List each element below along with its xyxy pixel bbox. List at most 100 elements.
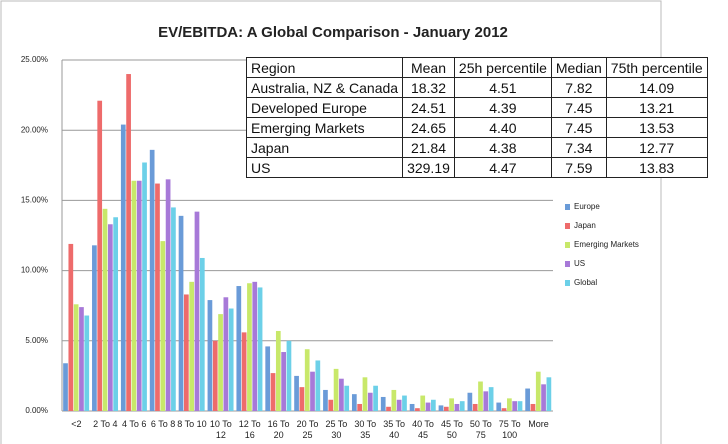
bar [449, 398, 454, 411]
bar [252, 281, 258, 411]
bar [73, 304, 79, 411]
legend-label: Emerging Markets [574, 240, 639, 249]
table-cell: 329.19 [402, 157, 455, 178]
y-tick-label: 20.00% [21, 125, 48, 134]
table-cell: 4.38 [453, 137, 552, 158]
table-cell: 4.40 [453, 117, 552, 138]
column-header: Mean [402, 57, 455, 78]
table-cell: Australia, NZ & Canada [245, 77, 404, 98]
table-cell: 14.09 [605, 77, 708, 98]
x-tick-label: 16 To 20 [267, 419, 290, 440]
table-cell: 24.65 [402, 117, 455, 138]
bar [472, 403, 478, 411]
y-tick-label: 25.00% [21, 55, 48, 64]
legend-swatch [565, 242, 570, 248]
bar [380, 396, 386, 411]
bar [212, 340, 218, 411]
bar [396, 399, 402, 411]
bar [257, 287, 263, 411]
bar [420, 395, 426, 411]
x-tick-label: 40 To 45 [412, 419, 434, 440]
legend-swatch [565, 261, 570, 267]
column-header: 25h percentile [453, 57, 552, 78]
bar [333, 368, 339, 411]
x-tick-label: <2 [71, 419, 82, 429]
bar [223, 297, 229, 411]
bar [126, 74, 131, 411]
x-tick-label: 12 To 16 [238, 419, 261, 440]
column-header: 75th percentile [605, 57, 708, 78]
legend-swatch [565, 280, 570, 286]
bar [517, 401, 523, 411]
bar [386, 406, 391, 411]
table-cell: 13.21 [605, 97, 708, 118]
bar [247, 283, 252, 411]
bar [425, 402, 431, 411]
x-tick-label: 10 To 12 [209, 419, 232, 440]
bar [265, 346, 271, 411]
x-tick-label: 50 To 75 [469, 419, 492, 440]
bar [189, 281, 195, 411]
bar [438, 405, 444, 411]
x-tick-label: 75 To 100 [498, 419, 521, 440]
bar [194, 211, 200, 411]
bar [160, 241, 166, 411]
legend-label: Europe [574, 202, 600, 211]
y-tick-label: 15.00% [21, 196, 48, 205]
table-cell: 7.34 [550, 137, 607, 158]
table-row: Emerging Markets 24.65 4.40 7.45 13.53 [245, 117, 708, 138]
legend-swatch [565, 223, 570, 229]
bar [483, 391, 489, 411]
bar [270, 373, 276, 411]
bar [546, 377, 552, 411]
table-cell: 7.45 [550, 117, 607, 138]
column-header: Region [245, 57, 404, 78]
bar [286, 340, 292, 411]
bar [488, 387, 494, 411]
bar [357, 403, 363, 411]
bar [409, 403, 415, 411]
column-header: Median [550, 57, 607, 78]
bar [501, 408, 507, 411]
bar [171, 207, 176, 411]
bar [507, 398, 512, 411]
bar [218, 314, 223, 411]
table-cell: Emerging Markets [245, 117, 404, 138]
bar [443, 406, 449, 411]
x-tick-label: 20 To 25 [296, 419, 319, 440]
table-cell: Developed Europe [245, 97, 404, 118]
bar [328, 399, 334, 411]
bar [525, 388, 530, 411]
bar [415, 408, 420, 411]
table-cell: 18.32 [402, 77, 455, 98]
bar [299, 387, 305, 411]
bar [68, 243, 74, 411]
x-tick-label: 35 To 40 [383, 419, 406, 440]
bar [142, 162, 147, 411]
bar [207, 300, 213, 411]
bar [496, 402, 502, 411]
table-cell: 7.45 [550, 97, 607, 118]
table-row: Japan 21.84 4.38 7.34 12.77 [245, 137, 708, 158]
y-tick-label: 5.00% [25, 336, 48, 345]
bar [512, 401, 518, 411]
bar [323, 389, 328, 411]
table-cell: 21.84 [402, 137, 455, 158]
legend-label: US [574, 259, 585, 268]
bar [199, 257, 205, 411]
bar [120, 124, 126, 412]
table-cell: Japan [245, 137, 404, 158]
bar [478, 381, 483, 411]
legend-swatch [565, 204, 570, 210]
table-cell: 24.51 [402, 97, 455, 118]
bar [351, 394, 357, 411]
bar [84, 315, 90, 411]
bar [530, 403, 536, 411]
bar [165, 179, 171, 411]
bar [459, 401, 465, 411]
x-tick-label: 8 To 10 [177, 419, 207, 429]
x-tick-label: More [528, 419, 549, 429]
bar [541, 384, 546, 411]
table-cell: 4.47 [453, 157, 552, 178]
